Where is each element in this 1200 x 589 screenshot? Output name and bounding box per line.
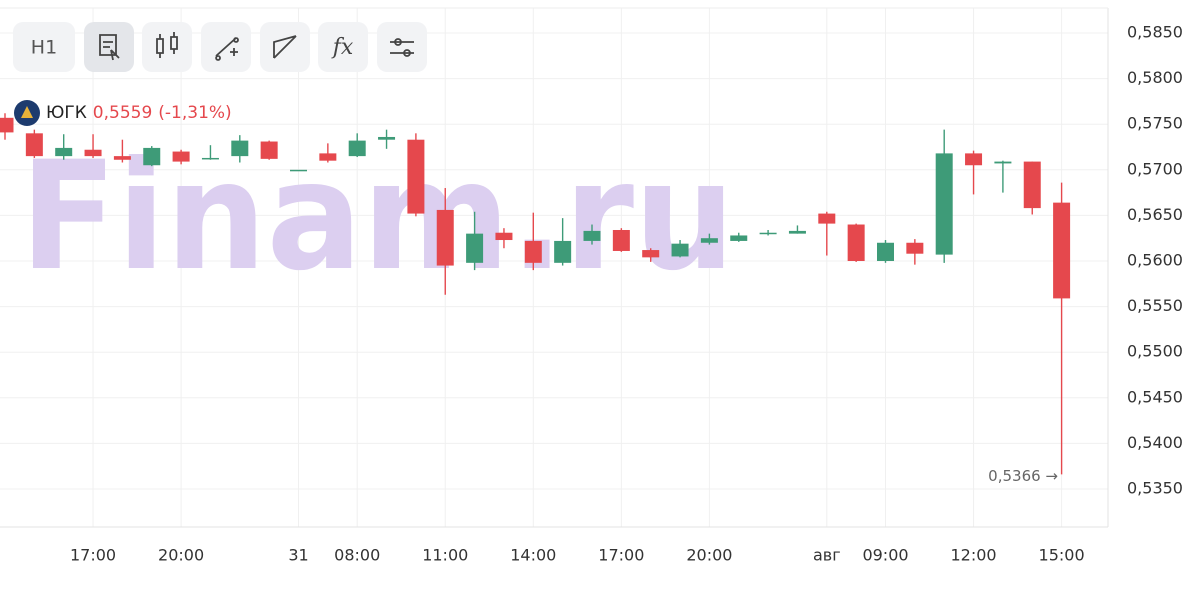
candle-body bbox=[671, 243, 689, 257]
watermark: Finam.ru bbox=[20, 130, 735, 304]
interval-label[interactable]: H1 bbox=[31, 37, 57, 59]
candle-body bbox=[965, 153, 983, 166]
candle-body bbox=[994, 161, 1012, 164]
candle-body bbox=[524, 240, 542, 263]
price-change: (-1,31%) bbox=[158, 103, 232, 123]
candle-body bbox=[642, 250, 660, 258]
candle-body bbox=[201, 157, 219, 160]
candle-body bbox=[436, 209, 454, 266]
x-tick-label: 11:00 bbox=[422, 546, 468, 565]
settings-icon bbox=[390, 38, 414, 57]
low-marker-label: 0,5366 → bbox=[988, 467, 1058, 485]
x-tick-label: 15:00 bbox=[1039, 546, 1085, 565]
x-tick-label: 09:00 bbox=[862, 546, 908, 565]
candle-body bbox=[1023, 161, 1041, 209]
indicator-button[interactable] bbox=[318, 22, 368, 72]
ticker-logo bbox=[14, 100, 40, 126]
x-tick-label: 14:00 bbox=[510, 546, 556, 565]
fx-icon: fx bbox=[331, 35, 354, 60]
candle-body bbox=[730, 235, 748, 241]
x-tick-label: 08:00 bbox=[334, 546, 380, 565]
candle-body bbox=[612, 229, 630, 251]
settings-button[interactable] bbox=[377, 22, 427, 72]
candle-body bbox=[788, 230, 806, 234]
candle-body bbox=[554, 240, 572, 263]
draw-icon bbox=[99, 34, 120, 61]
candle-body bbox=[906, 242, 924, 254]
line-tool-icon bbox=[215, 37, 239, 61]
y-tick-label: 0,5500 bbox=[1127, 342, 1183, 361]
candle-body bbox=[818, 213, 836, 224]
candle-body bbox=[231, 140, 249, 157]
y-tick-label: 0,5400 bbox=[1127, 433, 1183, 452]
y-tick-label: 0,5450 bbox=[1127, 387, 1183, 406]
candle-body bbox=[260, 141, 278, 159]
candle-body bbox=[466, 233, 484, 263]
interval-button[interactable] bbox=[13, 22, 75, 72]
x-tick-label: 17:00 bbox=[70, 546, 116, 565]
candle-body bbox=[55, 147, 73, 157]
x-tick-label: 12:00 bbox=[950, 546, 996, 565]
chart-type-button[interactable] bbox=[142, 22, 192, 72]
y-tick-label: 0,5750 bbox=[1127, 114, 1183, 133]
candle-body bbox=[25, 133, 43, 157]
candle-body bbox=[319, 153, 337, 161]
x-tick-label: 31 bbox=[288, 546, 308, 565]
candle-body bbox=[0, 117, 14, 133]
y-tick-label: 0,5650 bbox=[1127, 205, 1183, 224]
candle-body bbox=[700, 238, 718, 243]
candle-body bbox=[143, 147, 161, 166]
x-tick-label: авг bbox=[813, 546, 841, 565]
candle-body bbox=[378, 136, 396, 140]
candle-body bbox=[113, 156, 131, 160]
last-price: 0,5559 bbox=[92, 103, 153, 123]
toolbar: H1 fx bbox=[13, 22, 427, 72]
candle-body bbox=[84, 149, 102, 157]
x-tick-label: 17:00 bbox=[598, 546, 644, 565]
candle-body bbox=[407, 139, 425, 214]
y-tick-label: 0,5700 bbox=[1127, 159, 1183, 178]
y-tick-label: 0,5850 bbox=[1127, 23, 1183, 42]
y-tick-label: 0,5550 bbox=[1127, 296, 1183, 315]
candle-body bbox=[583, 230, 601, 241]
candle-body bbox=[290, 169, 307, 172]
candle-body bbox=[495, 232, 513, 241]
y-tick-label: 0,5600 bbox=[1127, 251, 1183, 270]
fib-icon bbox=[273, 35, 297, 59]
candle-body bbox=[1053, 202, 1071, 299]
candle-body bbox=[172, 151, 190, 162]
candle-body bbox=[759, 232, 777, 235]
candle-body bbox=[877, 242, 894, 261]
ticker: ЮГК bbox=[46, 103, 87, 123]
candle-body bbox=[935, 153, 953, 255]
y-tick-label: 0,5350 bbox=[1127, 479, 1183, 498]
x-tick-label: 20:00 bbox=[158, 546, 204, 565]
legend: ЮГК 0,5559 (-1,31%) bbox=[14, 100, 232, 126]
candle-body bbox=[348, 140, 366, 157]
y-tick-label: 0,5800 bbox=[1127, 68, 1183, 87]
x-tick-label: 20:00 bbox=[686, 546, 732, 565]
candle-icon bbox=[156, 32, 178, 58]
candle-body bbox=[847, 224, 865, 261]
